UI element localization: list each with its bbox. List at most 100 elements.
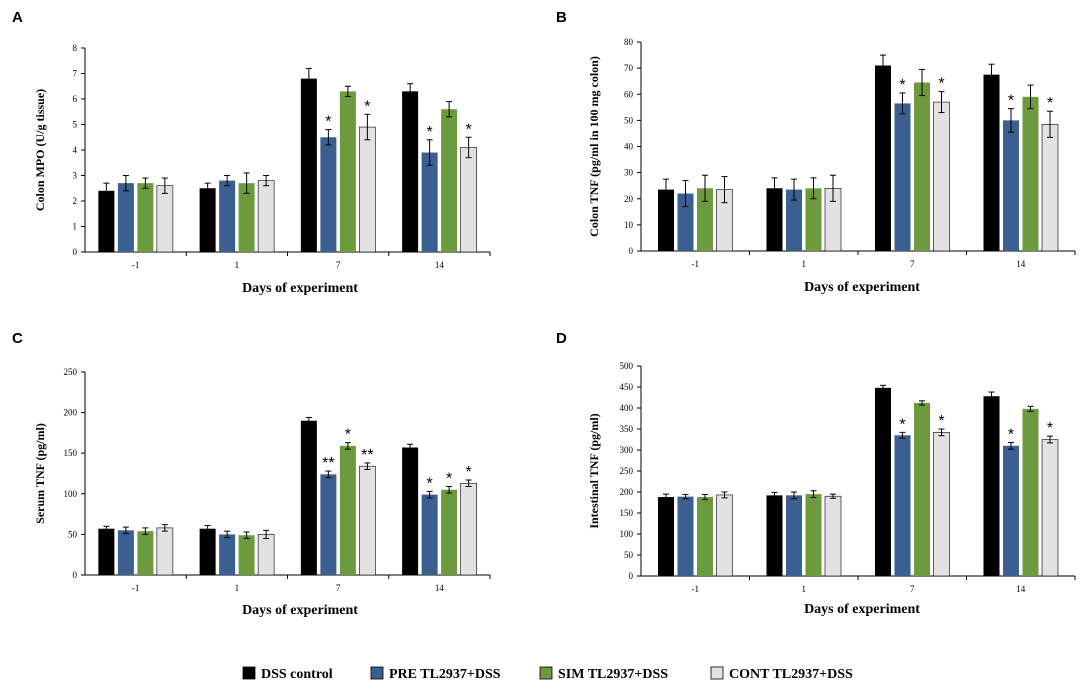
- significance-marker: *: [446, 470, 452, 487]
- y-tick-label: 50: [624, 550, 634, 560]
- y-axis-label: Serum TNF (pg/ml): [33, 423, 47, 524]
- bar: [894, 103, 911, 251]
- bar: [441, 489, 458, 575]
- legend-swatch: [370, 666, 384, 680]
- bar: [875, 65, 891, 251]
- y-tick-label: 50: [624, 115, 634, 125]
- bar: [805, 188, 822, 251]
- y-tick-label: 100: [620, 529, 634, 539]
- significance-marker: *: [325, 114, 331, 131]
- bar: [199, 528, 216, 575]
- bar: [716, 494, 733, 577]
- significance-marker: *: [466, 121, 472, 138]
- bar: [983, 74, 1000, 251]
- x-tick-label: 7: [910, 259, 915, 269]
- significance-marker: *: [427, 124, 433, 141]
- bar: [1022, 96, 1039, 251]
- panel-b: B 0 10 20 30 40 50 60 70 80 Colon TNF (pg/ml in 10…: [556, 9, 1076, 295]
- y-tick-label: 1: [73, 222, 78, 232]
- y-tick-label: 80: [624, 37, 634, 47]
- legend-label: PRE TL2937+DSS: [389, 667, 501, 682]
- bar: [359, 465, 376, 576]
- bar: [1003, 120, 1019, 251]
- bar: [460, 147, 477, 253]
- bar: [658, 189, 674, 251]
- significance-marker: *: [364, 98, 370, 115]
- bar: [359, 126, 376, 253]
- y-tick-label: 200: [620, 487, 634, 497]
- y-tick-label: 7: [73, 69, 78, 79]
- y-axis-label: Colon MPO (U/g tissue): [33, 89, 47, 211]
- y-tick-label: 0: [73, 247, 78, 257]
- y-axis-label: Colon TNF (pg/ml in 100 mg colon): [587, 56, 601, 237]
- x-tick-label: -1: [692, 259, 700, 269]
- significance-marker: **: [322, 455, 334, 472]
- x-tick-label: 7: [910, 584, 915, 594]
- bar: [441, 109, 458, 252]
- bar: [137, 183, 154, 252]
- bar: [257, 180, 275, 253]
- bar: [933, 101, 950, 252]
- bar: [156, 185, 174, 253]
- x-tick-label: 1: [802, 259, 807, 269]
- x-axis-label: Days of experiment: [242, 281, 358, 296]
- y-tick-label: 100: [64, 489, 78, 499]
- y-tick-label: 200: [64, 408, 78, 418]
- y-tick-label: 3: [73, 171, 78, 181]
- bar: [238, 535, 255, 575]
- y-tick-label: 8: [73, 43, 78, 53]
- x-tick-label: 14: [435, 583, 445, 593]
- y-tick-label: 500: [620, 361, 634, 371]
- panel-letter: B: [556, 9, 567, 26]
- bar: [766, 188, 783, 251]
- bar: [1041, 439, 1059, 577]
- x-tick-label: 1: [235, 583, 240, 593]
- bar: [824, 495, 842, 577]
- significance-marker: *: [427, 475, 433, 492]
- y-tick-label: 250: [620, 466, 634, 476]
- legend-label: DSS control: [261, 667, 333, 682]
- bar: [697, 188, 713, 251]
- bar: [199, 188, 216, 252]
- x-tick-label: 14: [1016, 259, 1026, 269]
- y-tick-label: 20: [624, 194, 634, 204]
- panel-letter: A: [12, 9, 23, 26]
- bar: [156, 527, 174, 576]
- bar: [786, 189, 802, 251]
- significance-marker: *: [1047, 420, 1053, 437]
- bar: [1041, 123, 1059, 252]
- bar: [117, 183, 134, 252]
- legend-label: CONT TL2937+DSS: [729, 667, 853, 682]
- panel-d: D 0 50 100 150 200 250 300 350 400 450 500 Intestina…: [556, 330, 1076, 617]
- x-axis-label: Days of experiment: [804, 602, 920, 617]
- bar: [875, 387, 891, 576]
- bar: [1003, 445, 1019, 576]
- significance-marker: *: [1008, 426, 1014, 443]
- significance-marker: *: [938, 413, 944, 430]
- legend: DSS control PRE TL2937+DSS SIM TL2937+DSS C…: [242, 666, 853, 682]
- y-tick-label: 300: [620, 445, 634, 455]
- x-axis-label: Days of experiment: [242, 603, 358, 618]
- y-tick-label: 0: [629, 571, 634, 581]
- panel-c: C 0 50 100 150 200 250 Serum TNF (pg/ml) Days of…: [12, 330, 491, 618]
- significance-marker: *: [345, 427, 351, 444]
- significance-marker: *: [938, 76, 944, 93]
- y-tick-label: 5: [73, 120, 78, 130]
- panel-a: A 0 1 2 3 4 5 6 7 8 Colon MPO (U/g tissue) Days of …: [12, 9, 491, 296]
- y-tick-label: 400: [620, 403, 634, 413]
- y-tick-label: 2: [73, 196, 78, 206]
- bar: [894, 435, 911, 576]
- y-tick-label: 250: [64, 367, 78, 377]
- significance-marker: *: [466, 464, 472, 481]
- y-tick-label: 60: [624, 89, 634, 99]
- x-tick-label: 1: [802, 584, 807, 594]
- y-tick-label: 70: [624, 63, 634, 73]
- y-tick-label: 0: [73, 570, 78, 580]
- bar: [320, 474, 337, 575]
- bar: [257, 534, 275, 576]
- x-axis-label: Days of experiment: [804, 280, 920, 295]
- bar: [117, 530, 134, 575]
- y-tick-label: 450: [620, 382, 634, 392]
- significance-marker: **: [361, 447, 373, 464]
- bar: [98, 190, 115, 252]
